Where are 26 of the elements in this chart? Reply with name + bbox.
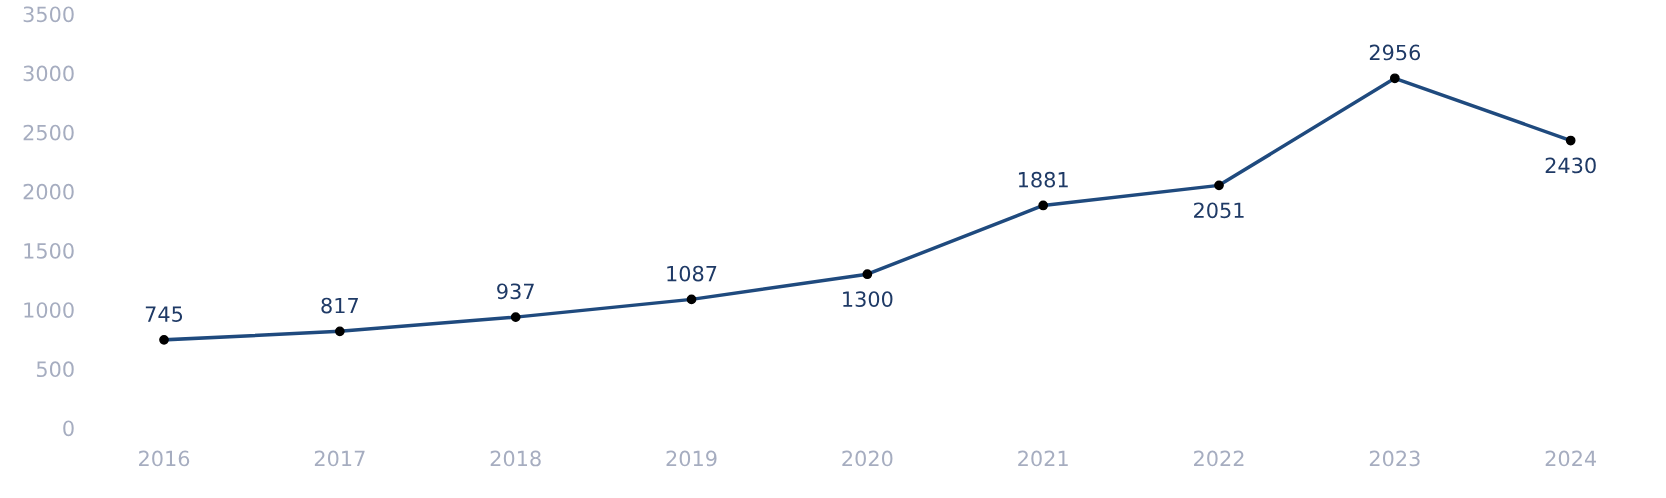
- data-label: 937: [497, 283, 534, 300]
- data-label: 2051: [1194, 202, 1244, 219]
- x-tick-label: 2023: [1369, 450, 1420, 467]
- x-tick-label: 2018: [490, 450, 541, 467]
- x-tick-label: 2017: [314, 450, 365, 467]
- data-label: 745: [145, 306, 183, 322]
- data-label: 1087: [667, 265, 717, 282]
- y-tick-label: 3000: [23, 65, 74, 82]
- y-tick-label: 2500: [23, 124, 74, 141]
- y-tick-label: 3500: [23, 6, 74, 23]
- y-tick-label: 500: [36, 361, 74, 378]
- x-tick-label: 2020: [842, 450, 893, 467]
- y-tick-label: 1500: [24, 242, 74, 259]
- data-label: 1881: [1018, 171, 1068, 188]
- x-tick-label: 2022: [1194, 450, 1244, 467]
- y-tick-label: 1000: [24, 302, 74, 318]
- data-label: 1300: [843, 291, 893, 307]
- data-label: 817: [321, 297, 358, 314]
- data-label: 2430: [1545, 157, 1596, 174]
- x-tick-label: 2019: [666, 450, 717, 467]
- y-tick-label: 2000: [23, 183, 74, 200]
- x-tick-label: 2024: [1545, 450, 1597, 467]
- data-label: 2956: [1369, 44, 1421, 61]
- x-tick-label: 2021: [1018, 450, 1068, 467]
- x-tick-label: 2016: [139, 450, 190, 467]
- y-tick-label: 0: [63, 420, 74, 437]
